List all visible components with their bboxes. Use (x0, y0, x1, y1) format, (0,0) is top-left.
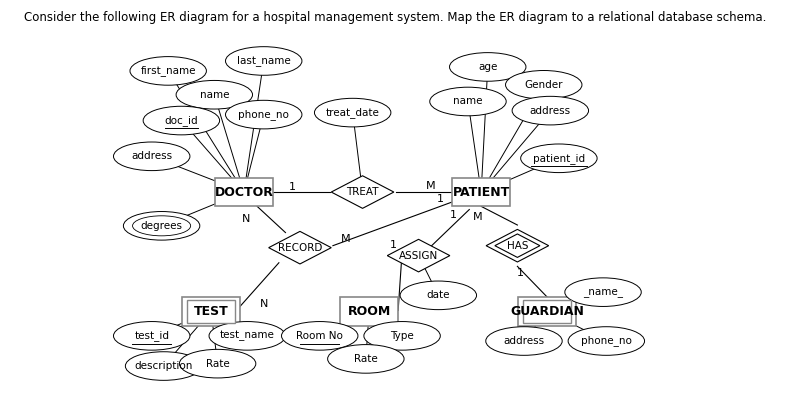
Text: GUARDIAN: GUARDIAN (510, 305, 584, 318)
Ellipse shape (449, 53, 526, 81)
Text: Rate: Rate (354, 354, 378, 364)
Ellipse shape (364, 322, 441, 350)
Text: 1: 1 (517, 268, 524, 278)
FancyBboxPatch shape (523, 300, 571, 323)
Text: M: M (426, 181, 435, 191)
Text: date: date (426, 290, 450, 300)
FancyBboxPatch shape (187, 300, 236, 323)
Ellipse shape (568, 327, 645, 355)
Text: name: name (453, 96, 483, 106)
Ellipse shape (113, 142, 190, 171)
Text: N: N (242, 214, 250, 224)
Ellipse shape (113, 322, 190, 350)
Text: Type: Type (390, 331, 414, 341)
Text: TEST: TEST (194, 305, 229, 318)
Text: age: age (478, 62, 498, 72)
Polygon shape (331, 176, 394, 208)
Text: 1: 1 (450, 210, 457, 220)
Ellipse shape (225, 47, 302, 75)
Ellipse shape (123, 212, 200, 240)
Ellipse shape (400, 281, 476, 310)
Text: TREAT: TREAT (346, 187, 379, 197)
Text: patient_id: patient_id (533, 153, 585, 164)
Ellipse shape (180, 349, 255, 378)
Ellipse shape (430, 87, 506, 116)
Text: ASSIGN: ASSIGN (399, 251, 438, 261)
Text: address: address (503, 336, 544, 346)
Ellipse shape (125, 352, 202, 380)
Polygon shape (269, 231, 331, 264)
Text: Rate: Rate (206, 359, 229, 369)
Ellipse shape (225, 100, 302, 129)
Text: DOCTOR: DOCTOR (214, 186, 274, 198)
Text: first_name: first_name (141, 66, 196, 76)
Text: address: address (131, 151, 172, 161)
Text: test_id: test_id (134, 330, 169, 341)
Ellipse shape (130, 57, 206, 85)
Text: 1: 1 (390, 240, 397, 250)
Polygon shape (495, 234, 540, 258)
Text: description: description (134, 361, 193, 371)
Text: Gender: Gender (524, 80, 563, 90)
Ellipse shape (133, 216, 191, 236)
Text: address: address (530, 106, 571, 116)
Ellipse shape (327, 344, 404, 373)
Text: degrees: degrees (141, 221, 183, 231)
Polygon shape (388, 239, 450, 272)
Text: RECORD: RECORD (278, 243, 322, 253)
Ellipse shape (512, 96, 589, 125)
Text: treat_date: treat_date (326, 107, 380, 118)
Ellipse shape (505, 70, 582, 99)
Ellipse shape (520, 144, 597, 172)
FancyBboxPatch shape (182, 297, 240, 326)
Ellipse shape (486, 327, 562, 355)
Ellipse shape (565, 278, 642, 306)
Ellipse shape (176, 80, 252, 109)
FancyBboxPatch shape (340, 297, 398, 326)
Text: Consider the following ER diagram for a hospital management system. Map the ER d: Consider the following ER diagram for a … (25, 11, 766, 24)
Text: phone_no: phone_no (581, 336, 632, 346)
Text: _name_: _name_ (583, 287, 623, 297)
Text: N: N (259, 299, 268, 309)
Text: 1: 1 (290, 182, 296, 192)
Text: doc_id: doc_id (165, 115, 199, 126)
Text: ROOM: ROOM (347, 305, 391, 318)
Text: Room No: Room No (297, 331, 343, 341)
Ellipse shape (282, 322, 358, 350)
Text: name: name (199, 90, 229, 100)
FancyBboxPatch shape (215, 178, 273, 206)
Polygon shape (486, 229, 549, 262)
Ellipse shape (209, 322, 286, 350)
Text: 1: 1 (437, 194, 444, 204)
Text: HAS: HAS (507, 241, 528, 251)
FancyBboxPatch shape (452, 178, 510, 206)
Text: M: M (472, 212, 482, 222)
Ellipse shape (315, 98, 391, 127)
Ellipse shape (143, 106, 220, 135)
Text: test_name: test_name (220, 331, 274, 341)
Text: PATIENT: PATIENT (452, 186, 509, 198)
Text: last_name: last_name (237, 56, 290, 66)
Text: M: M (341, 234, 351, 244)
FancyBboxPatch shape (518, 297, 576, 326)
Text: phone_no: phone_no (238, 109, 290, 120)
